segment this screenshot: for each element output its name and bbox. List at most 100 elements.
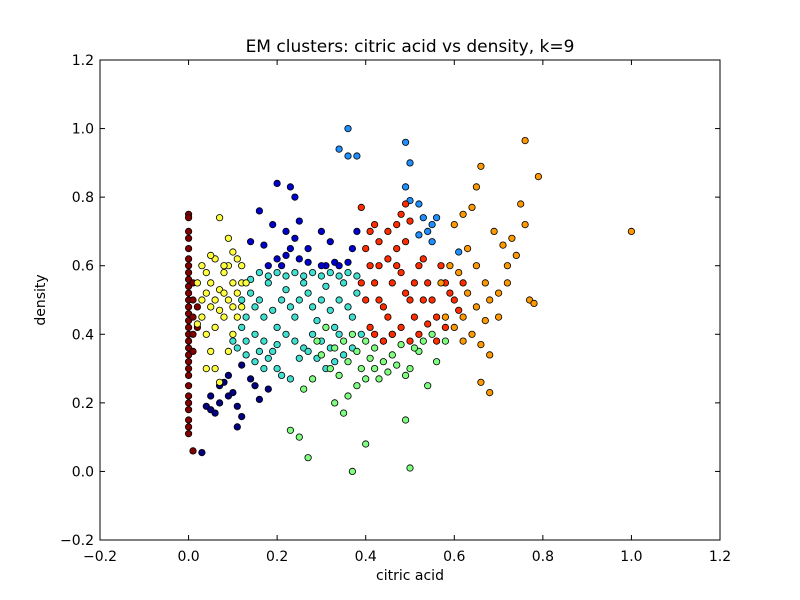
data-point bbox=[375, 262, 383, 270]
data-point bbox=[415, 330, 423, 338]
data-point bbox=[384, 227, 392, 235]
data-point bbox=[242, 351, 250, 359]
data-point bbox=[220, 268, 228, 277]
data-point bbox=[264, 385, 272, 393]
data-point bbox=[419, 296, 427, 304]
data-point bbox=[339, 337, 348, 345]
data-point bbox=[410, 344, 418, 352]
data-point bbox=[233, 344, 241, 352]
data-point bbox=[273, 364, 281, 373]
data-point bbox=[216, 399, 224, 407]
data-point bbox=[401, 371, 410, 379]
data-point bbox=[401, 289, 410, 297]
data-point bbox=[335, 145, 343, 153]
data-point bbox=[185, 245, 193, 253]
data-point bbox=[202, 330, 210, 338]
x-tick-label: −0.2 bbox=[83, 549, 117, 565]
data-point bbox=[348, 313, 356, 321]
data-point bbox=[503, 262, 511, 270]
data-point bbox=[255, 268, 263, 277]
data-point bbox=[477, 162, 485, 170]
data-point bbox=[247, 375, 255, 383]
data-point bbox=[185, 323, 193, 331]
x-tick-label: 0.6 bbox=[443, 549, 465, 565]
data-point bbox=[304, 245, 312, 253]
data-point bbox=[401, 138, 410, 146]
data-point bbox=[233, 423, 241, 431]
data-point bbox=[229, 248, 237, 256]
data-point bbox=[419, 255, 427, 263]
data-point bbox=[326, 268, 334, 277]
data-point bbox=[379, 303, 387, 311]
data-point bbox=[198, 296, 206, 304]
data-point bbox=[490, 227, 498, 235]
data-point bbox=[189, 296, 197, 304]
data-point bbox=[193, 320, 201, 328]
data-point bbox=[317, 351, 325, 359]
data-point bbox=[366, 323, 374, 331]
data-point bbox=[530, 299, 538, 307]
data-point bbox=[282, 272, 290, 280]
data-point bbox=[242, 337, 250, 345]
data-point bbox=[393, 221, 401, 229]
data-point bbox=[370, 330, 379, 338]
data-point bbox=[229, 337, 237, 345]
data-point bbox=[193, 279, 201, 287]
data-point bbox=[357, 203, 365, 211]
data-point bbox=[317, 296, 325, 304]
data-point bbox=[393, 361, 401, 369]
data-point bbox=[441, 313, 449, 321]
data-point bbox=[428, 238, 436, 246]
data-point bbox=[370, 221, 379, 229]
data-point bbox=[251, 303, 259, 311]
data-point bbox=[185, 255, 193, 263]
data-point bbox=[393, 262, 401, 270]
data-point bbox=[459, 210, 467, 218]
data-point bbox=[185, 337, 193, 345]
data-point bbox=[437, 279, 445, 287]
data-point bbox=[308, 268, 317, 277]
data-point bbox=[468, 203, 476, 211]
data-point bbox=[220, 289, 228, 297]
y-tick-label: 0.4 bbox=[72, 327, 94, 343]
data-point bbox=[193, 303, 201, 311]
data-point bbox=[242, 313, 250, 321]
data-point bbox=[428, 221, 436, 229]
data-point bbox=[317, 262, 325, 270]
data-point bbox=[424, 227, 432, 235]
data-point bbox=[277, 262, 286, 270]
data-point bbox=[406, 464, 414, 472]
data-point bbox=[233, 402, 241, 410]
data-point bbox=[375, 375, 383, 383]
data-point bbox=[331, 323, 339, 331]
data-point bbox=[185, 399, 193, 407]
data-point bbox=[406, 296, 414, 304]
x-tick-label: 0.0 bbox=[177, 549, 199, 565]
data-point bbox=[627, 227, 636, 235]
data-point bbox=[486, 351, 494, 359]
data-point bbox=[277, 296, 286, 304]
data-point bbox=[406, 217, 414, 225]
data-point bbox=[211, 296, 219, 304]
data-point bbox=[273, 268, 281, 277]
data-point bbox=[233, 289, 241, 297]
y-tick-label: 0.8 bbox=[72, 190, 94, 206]
data-point bbox=[344, 358, 352, 366]
data-point bbox=[211, 364, 219, 373]
data-point bbox=[370, 344, 379, 352]
plot-frame bbox=[99, 59, 721, 541]
data-point bbox=[494, 289, 503, 297]
data-point bbox=[202, 364, 210, 373]
data-point bbox=[291, 193, 299, 201]
data-point bbox=[375, 238, 383, 246]
data-point bbox=[424, 382, 432, 390]
data-point bbox=[521, 137, 529, 145]
data-point bbox=[295, 217, 303, 225]
data-point bbox=[189, 330, 197, 338]
data-point bbox=[304, 454, 312, 462]
data-point bbox=[185, 423, 193, 431]
data-point bbox=[260, 241, 268, 249]
data-point bbox=[477, 378, 485, 386]
data-point bbox=[459, 279, 467, 287]
data-point bbox=[260, 337, 268, 345]
